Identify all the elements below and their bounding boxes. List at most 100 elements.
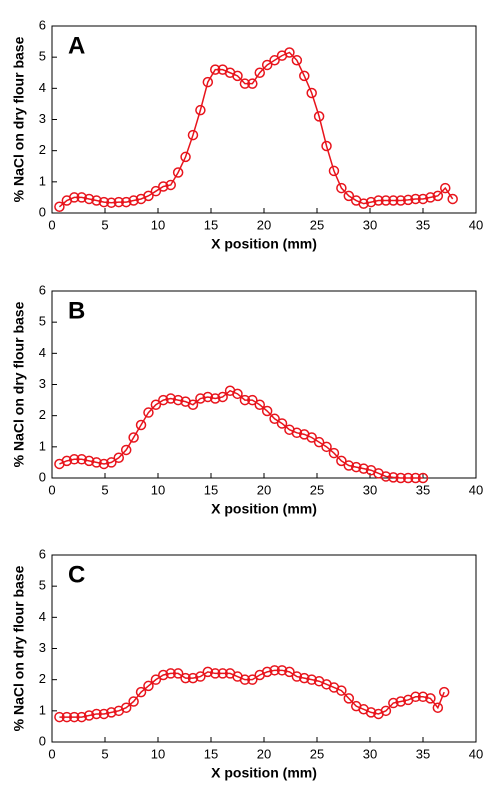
x-tick-label: 10 xyxy=(151,746,165,761)
data-point xyxy=(165,179,176,191)
data-point xyxy=(432,702,444,713)
data-point xyxy=(365,707,377,718)
data-point xyxy=(276,418,288,429)
data-point xyxy=(187,672,199,684)
data-point xyxy=(261,666,273,678)
x-axis-label: X position (mm) xyxy=(211,236,317,252)
data-point xyxy=(106,707,117,718)
data-point xyxy=(61,455,73,467)
data-point xyxy=(128,195,139,206)
x-tick-label: 5 xyxy=(101,746,108,761)
data-point xyxy=(247,674,258,685)
data-point xyxy=(438,686,450,698)
data-point xyxy=(106,197,117,208)
data-point xyxy=(306,87,317,99)
data-point xyxy=(388,472,399,483)
data-point xyxy=(410,193,421,205)
y-axis-label: % NaCl on dry flour base xyxy=(11,36,27,202)
data-point xyxy=(299,70,310,82)
x-axis-label: X position (mm) xyxy=(211,765,317,781)
data-line xyxy=(59,669,445,718)
data-point xyxy=(195,671,206,682)
data-point xyxy=(120,702,132,713)
data-point xyxy=(417,472,429,484)
data-point xyxy=(165,668,176,679)
data-point xyxy=(135,686,147,698)
data-point xyxy=(217,391,228,403)
plot-frame xyxy=(51,25,477,214)
data-point xyxy=(69,711,80,723)
data-point xyxy=(202,391,214,403)
data-point xyxy=(343,693,355,704)
data-point xyxy=(195,393,206,404)
y-tick-label: 4 xyxy=(39,345,46,360)
data-point xyxy=(113,196,125,208)
x-tick-label: 20 xyxy=(257,746,271,761)
y-tick-label: 2 xyxy=(39,142,46,157)
data-point xyxy=(269,665,280,676)
x-tick-label: 25 xyxy=(310,482,324,497)
data-point xyxy=(54,201,65,213)
data-line xyxy=(59,389,423,479)
x-tick-label: 0 xyxy=(48,746,55,761)
data-point xyxy=(395,472,406,484)
data-point xyxy=(291,55,303,66)
y-tick-label: 4 xyxy=(39,80,46,95)
x-tick-label: 35 xyxy=(416,217,430,232)
data-point xyxy=(432,190,444,202)
data-point xyxy=(291,427,303,439)
y-tick-label: 0 xyxy=(39,204,46,219)
x-tick-label: 30 xyxy=(363,746,377,761)
y-tick-label: 6 xyxy=(39,282,46,297)
data-point xyxy=(402,472,414,484)
data-point xyxy=(217,668,228,679)
data-point xyxy=(306,432,317,443)
y-tick-label: 3 xyxy=(39,111,46,126)
data-point xyxy=(269,413,280,425)
data-point xyxy=(410,691,421,703)
data-point xyxy=(380,705,392,717)
data-point xyxy=(336,455,347,467)
x-tick-label: 10 xyxy=(151,482,165,497)
x-tick-label: 40 xyxy=(469,217,483,232)
data-point xyxy=(76,454,87,465)
y-tick-label: 1 xyxy=(39,438,46,453)
data-point xyxy=(202,76,214,88)
data-point xyxy=(350,461,362,473)
y-tick-label: 6 xyxy=(39,546,46,561)
data-point xyxy=(143,190,154,202)
y-tick-label: 1 xyxy=(39,173,46,188)
data-point xyxy=(373,195,384,206)
y-tick-label: 3 xyxy=(39,376,46,391)
data-point xyxy=(187,129,199,141)
x-tick-label: 35 xyxy=(416,482,430,497)
data-point xyxy=(195,104,206,116)
data-point xyxy=(388,697,399,709)
data-point xyxy=(143,407,154,418)
x-tick-label: 10 xyxy=(151,217,165,232)
data-point xyxy=(91,708,102,720)
data-point xyxy=(261,59,273,71)
data-point xyxy=(299,672,310,684)
data-point xyxy=(313,111,325,122)
x-tick-label: 25 xyxy=(310,217,324,232)
data-point xyxy=(284,666,295,678)
y-tick-label: 2 xyxy=(39,671,46,686)
x-tick-label: 40 xyxy=(469,746,483,761)
data-point xyxy=(83,455,95,467)
data-point xyxy=(69,454,80,465)
data-point xyxy=(365,196,377,208)
data-point xyxy=(291,671,303,682)
data-point xyxy=(417,691,429,703)
data-point xyxy=(247,78,258,89)
data-point xyxy=(150,399,162,411)
data-point xyxy=(239,674,251,685)
y-tick-label: 3 xyxy=(39,640,46,655)
data-point xyxy=(209,64,221,75)
data-point xyxy=(113,452,125,463)
y-tick-label: 1 xyxy=(39,702,46,717)
data-point xyxy=(358,463,369,474)
x-tick-label: 15 xyxy=(204,746,218,761)
data-point xyxy=(395,195,406,206)
data-point xyxy=(128,696,139,707)
